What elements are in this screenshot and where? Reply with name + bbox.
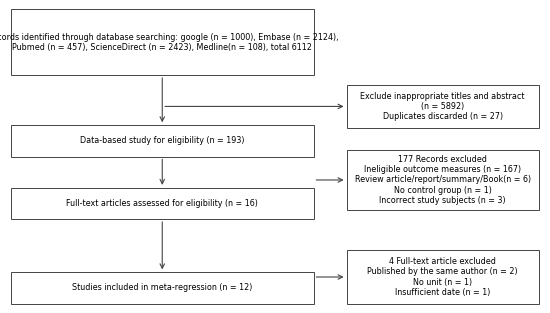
FancyBboxPatch shape [346, 250, 539, 304]
Text: 177 Records excluded
Ineligible outcome measures (n = 167)
Review article/report: 177 Records excluded Ineligible outcome … [355, 155, 531, 205]
Text: Exclude inappropriate titles and abstract
(n = 5892)
Duplicates discarded (n = 2: Exclude inappropriate titles and abstrac… [360, 91, 525, 121]
Text: 4 Full-text article excluded
Published by the same author (n = 2)
No unit (n = 1: 4 Full-text article excluded Published b… [367, 257, 518, 297]
FancyBboxPatch shape [11, 272, 313, 304]
Text: Data-based study for eligibility (n = 193): Data-based study for eligibility (n = 19… [80, 136, 245, 145]
FancyBboxPatch shape [11, 125, 313, 156]
FancyBboxPatch shape [11, 9, 313, 75]
Text: Full-text articles assessed for eligibility (n = 16): Full-text articles assessed for eligibil… [67, 199, 258, 208]
Text: Studies included in meta-regression (n = 12): Studies included in meta-regression (n =… [72, 284, 252, 292]
FancyBboxPatch shape [346, 85, 539, 128]
FancyBboxPatch shape [346, 150, 539, 210]
FancyBboxPatch shape [11, 188, 313, 219]
Text: Records identified through database searching: google (n = 1000), Embase (n = 21: Records identified through database sear… [0, 33, 338, 52]
